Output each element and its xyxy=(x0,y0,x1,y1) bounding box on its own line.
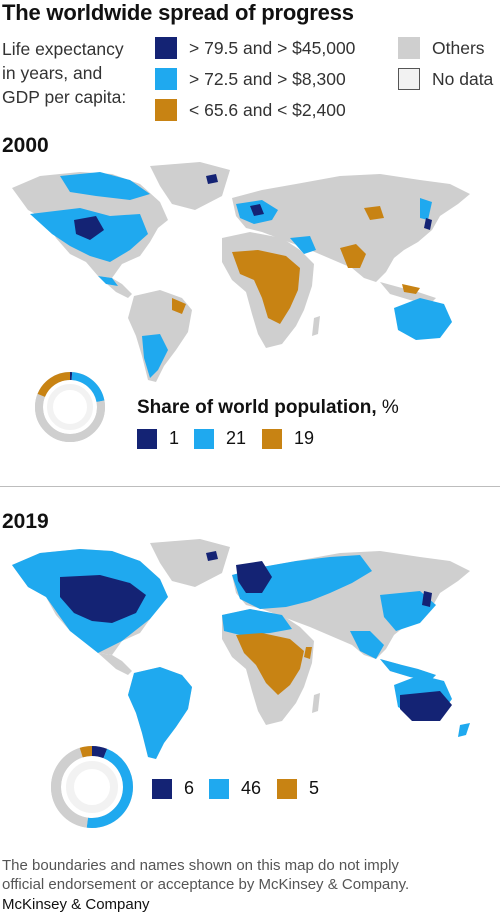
map-dark-blue xyxy=(74,174,432,240)
donut-segments-2000 xyxy=(35,372,105,442)
legend-swatch-dark xyxy=(155,37,177,59)
map-gold xyxy=(236,633,312,695)
section-year-2000: 2000 xyxy=(2,134,49,157)
legend-item-others: Others xyxy=(398,37,485,59)
world-map-2000 xyxy=(12,162,470,382)
share-value: 21 xyxy=(226,428,247,448)
legend-intro: Life expectancy in years, and GDP per ca… xyxy=(2,37,126,109)
section-divider xyxy=(0,486,500,487)
section-year-2019: 2019 xyxy=(2,510,49,533)
share-value: 1 xyxy=(169,428,180,448)
legend-label: > 79.5 and > $45,000 xyxy=(189,37,356,58)
share-value-gold-2019: 5 xyxy=(277,778,319,799)
donut-segment xyxy=(51,746,133,828)
donut-2000 xyxy=(35,372,105,442)
donut-segment xyxy=(51,746,133,828)
share-value: 46 xyxy=(241,778,262,798)
legend-label: > 72.5 and > $8,300 xyxy=(189,68,346,89)
share-unit: % xyxy=(381,397,399,418)
swatch-light xyxy=(194,428,214,449)
share-value-dark-2019: 6 xyxy=(152,778,194,799)
legend-swatch-light xyxy=(155,68,177,90)
legend-swatch-gold xyxy=(155,99,177,121)
legend-item-high: > 79.5 and > $45,000 xyxy=(155,37,355,59)
legend-label: < 65.6 and < $2,400 xyxy=(189,99,346,120)
legend-intro-line: in years, and xyxy=(2,63,103,83)
footnote: The boundaries and names shown on this m… xyxy=(2,856,409,894)
map-gold xyxy=(172,206,420,324)
share-value: 6 xyxy=(184,778,195,798)
share-value-gold-2000: 19 xyxy=(262,428,314,449)
legend-swatch-no-data xyxy=(398,68,420,90)
swatch-gold xyxy=(262,428,282,449)
brand-name: McKinsey & Company xyxy=(2,896,150,913)
swatch-dark xyxy=(137,428,157,449)
donut-2019 xyxy=(51,746,133,828)
legend-swatch-others xyxy=(398,37,420,59)
swatch-gold xyxy=(277,778,297,799)
share-title: Share of world population, % xyxy=(137,397,399,419)
donut-segment xyxy=(35,372,105,442)
donut-segments-2019 xyxy=(51,746,133,828)
legend-item-no-data: No data xyxy=(398,68,493,90)
legend-label: No data xyxy=(432,68,494,89)
map-light-blue xyxy=(30,172,452,378)
share-value: 19 xyxy=(294,428,315,448)
swatch-dark xyxy=(152,778,172,799)
swatch-light xyxy=(209,778,229,799)
map-dark-blue xyxy=(60,551,452,721)
world-map-2019 xyxy=(12,539,470,759)
share-value-light-2019: 46 xyxy=(209,778,261,799)
legend-intro-line: GDP per capita: xyxy=(2,87,127,107)
footnote-line: The boundaries and names shown on this m… xyxy=(2,857,399,874)
share-value-light-2000: 21 xyxy=(194,428,246,449)
donut-segment xyxy=(35,372,105,442)
share-value-dark-2000: 1 xyxy=(137,428,179,449)
legend-intro-line: Life expectancy xyxy=(2,39,124,59)
chart-title: The worldwide spread of progress xyxy=(2,0,354,25)
legend-item-medium: > 72.5 and > $8,300 xyxy=(155,68,346,90)
donut-segment xyxy=(51,746,133,828)
share-title-text: Share of world population, xyxy=(137,397,377,418)
legend-item-low: < 65.6 and < $2,400 xyxy=(155,99,346,121)
legend-label: Others xyxy=(432,37,485,58)
footnote-line: official endorsement or acceptance by Mc… xyxy=(2,876,410,893)
share-value: 5 xyxy=(309,778,320,798)
